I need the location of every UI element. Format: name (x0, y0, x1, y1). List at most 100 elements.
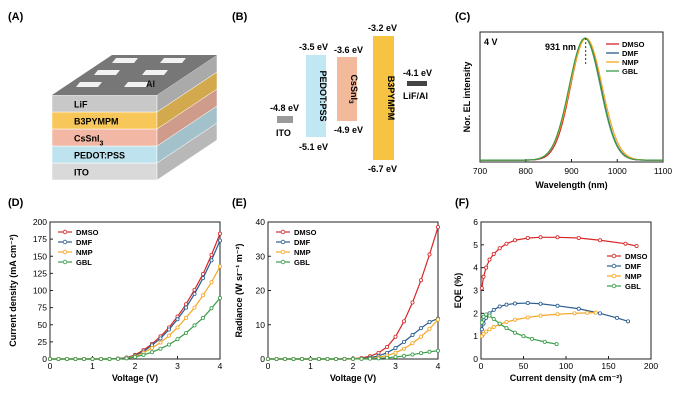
data-point-dmso (497, 246, 502, 251)
legend-label-gbl: GBL (622, 67, 638, 76)
x-tick-label: 2 (351, 361, 356, 371)
legend-marker-nmp (280, 249, 286, 255)
y-tick-label: 150 (33, 251, 47, 261)
x-tick-label: 2 (133, 361, 138, 371)
data-point-gbl (265, 356, 270, 361)
y-tick-label: 2 (473, 308, 478, 318)
data-point-dmf (209, 258, 214, 263)
data-point-gbl (282, 356, 287, 361)
data-point-gbl (350, 356, 355, 361)
x-tick-label: 4 (218, 361, 223, 371)
x-tick-label: 0 (48, 361, 53, 371)
data-point-nmp (435, 317, 440, 322)
al-contact-pad (94, 70, 120, 75)
y-tick-label: 100 (33, 286, 47, 296)
panel-d-label: (D) (8, 197, 24, 209)
cssni3-bottom-energy: -4.9 eV (334, 125, 363, 135)
al-label: Al (146, 79, 155, 89)
data-point-gbl (149, 350, 154, 355)
data-point-gbl (73, 356, 78, 361)
pedot-level-bar (306, 55, 326, 137)
data-point-gbl (491, 317, 496, 322)
ito-top-energy: -4.8 eV (270, 103, 299, 113)
data-point-gbl (513, 330, 518, 335)
data-point-gbl (209, 306, 214, 311)
x-tick-label: 0 (479, 361, 484, 371)
data-point-nmp (183, 315, 188, 320)
legend-label-gbl: GBL (76, 258, 92, 267)
layer-label-3: B3PYMPM (74, 117, 119, 127)
data-point-dmf (217, 238, 222, 243)
data-point-nmp (513, 317, 518, 322)
data-point-dmf (192, 291, 197, 296)
data-point-dmso (427, 252, 432, 257)
b3pympm-name: B3PYMPM (386, 76, 396, 121)
data-point-gbl (99, 356, 104, 361)
data-point-dmso (623, 241, 628, 246)
data-point-dmf (497, 304, 502, 309)
legend-label-dmf: DMF (625, 262, 642, 271)
y-tick-label: 4 (473, 263, 478, 273)
y-axis-label: Radiance (W sr⁻¹ m⁻²) (234, 243, 244, 337)
al-contact-pad (112, 58, 138, 63)
data-point-gbl (521, 334, 526, 339)
chart-d: 0 1 2 3 4 0 25 50 75 100 125 150 175 200 Voltage (V) Cu… (8, 217, 223, 383)
y-tick-label: 6 (473, 217, 478, 227)
data-point-gbl (183, 330, 188, 335)
spectrum-line-gbl (480, 37, 664, 161)
data-point-gbl (200, 315, 205, 320)
legend-marker-dmso (611, 253, 617, 259)
y-tick-label: 75 (38, 303, 48, 313)
legend-label-gbl: GBL (294, 258, 310, 267)
data-point-dmf (393, 346, 398, 351)
x-tick-label: 150 (601, 361, 615, 371)
cssni3-level-bar (337, 57, 357, 121)
al-contact-pad (124, 82, 150, 87)
b3pympm-top-energy: -3.2 eV (368, 23, 397, 33)
data-point-dmso (576, 235, 581, 240)
x-tick-label: 200 (644, 361, 658, 371)
panel-f-label: (F) (455, 197, 469, 209)
legend-label-dmso: DMSO (625, 252, 648, 261)
data-point-gbl (484, 312, 489, 317)
y-axis-label: EQE (%) (453, 273, 463, 309)
y-tick-label: 3 (473, 286, 478, 296)
data-point-nmp (593, 310, 598, 315)
legend-label-nmp: NMP (76, 248, 93, 257)
data-point-dmf (158, 336, 163, 341)
data-point-nmp (555, 312, 560, 317)
data-point-dmso (384, 345, 389, 350)
legend-label-dmf: DMF (76, 238, 93, 247)
x-tick-label: 1100 (654, 166, 673, 176)
data-point-dmf (491, 307, 496, 312)
layer-label-0: ITO (74, 168, 89, 178)
data-point-gbl (359, 356, 364, 361)
x-axis-label: Voltage (V) (330, 373, 376, 383)
y-tick-label: 20 (256, 286, 266, 296)
pedot-name: PEDOT:PSS (318, 70, 328, 121)
lifal-top-energy: -4.1 eV (403, 68, 432, 78)
y-tick-label: 5 (473, 240, 478, 250)
data-point-nmp (175, 325, 180, 330)
data-point-nmp (200, 293, 205, 298)
data-point-gbl (166, 342, 171, 347)
data-point-gbl (175, 337, 180, 342)
data-point-gbl (504, 326, 509, 331)
data-point-dmso (217, 231, 222, 236)
data-point-gbl (274, 356, 279, 361)
panel-b-label: (B) (232, 11, 248, 23)
legend-marker-dmso (280, 229, 286, 235)
data-point-dmso (538, 235, 543, 240)
y-tick-label: 40 (256, 217, 266, 227)
data-point-dmso (479, 286, 484, 291)
legend-label-dmso: DMSO (622, 40, 645, 49)
data-point-nmp (572, 311, 577, 316)
data-point-nmp (166, 333, 171, 338)
data-point-gbl (308, 356, 313, 361)
cssni3-name: CsSnI3 (347, 74, 359, 104)
panel-c-peak-annotation: 931 nm (545, 42, 576, 52)
layer-front-2 (51, 128, 158, 147)
data-point-nmp (525, 315, 530, 320)
data-point-gbl (376, 356, 381, 361)
y-tick-label: 10 (256, 320, 266, 330)
